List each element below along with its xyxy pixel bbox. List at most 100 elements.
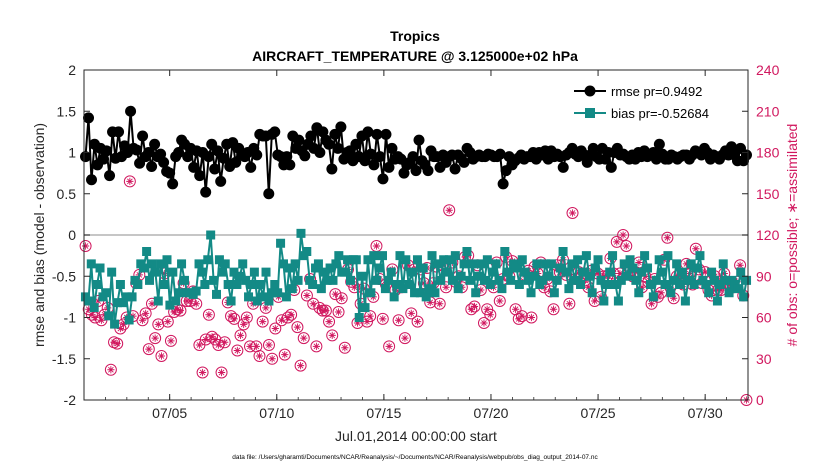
bias-point	[255, 280, 265, 289]
bias-point	[488, 267, 498, 277]
bias-point	[497, 284, 507, 294]
rmse-point	[98, 153, 110, 165]
obs-marker	[136, 314, 149, 327]
bias-point	[386, 267, 396, 277]
obs-assimilated-star	[230, 315, 238, 323]
bias-point	[503, 267, 513, 277]
rmse-point	[269, 126, 281, 138]
obs-marker	[202, 308, 215, 321]
obs-assimilated-star	[217, 368, 226, 377]
bias-point	[366, 288, 376, 298]
bias-point	[424, 284, 434, 294]
obs-marker	[149, 332, 162, 345]
obs-marker	[433, 297, 446, 310]
y-right-tick-label: 180	[756, 145, 780, 161]
bias-point	[587, 288, 597, 298]
obs-marker	[392, 314, 405, 327]
bias-point	[212, 289, 222, 299]
bias-point	[570, 275, 580, 285]
obs-assimilated-star	[211, 335, 219, 344]
bias-point	[153, 296, 163, 306]
rmse-point	[83, 112, 95, 124]
rmse-point	[740, 149, 752, 161]
obs-marker	[199, 333, 212, 346]
legend: rmse pr=0.9492 bias pr=-0.52684	[568, 80, 740, 126]
obs-marker	[364, 310, 377, 323]
obs-assimilated-star	[192, 300, 200, 308]
rmse-point	[173, 147, 185, 158]
obs-possible-circle	[512, 312, 525, 325]
rmse-point	[422, 165, 434, 177]
obs-assimilated-star	[284, 313, 292, 322]
rmse-point	[167, 178, 179, 190]
obs-possible-circle	[225, 310, 238, 323]
obs-assimilated-star	[322, 307, 330, 315]
bias-point	[500, 247, 510, 256]
bias-point	[383, 275, 393, 285]
bias-point	[235, 271, 245, 281]
obs-marker	[234, 329, 247, 342]
obs-assimilated-star	[240, 320, 248, 328]
obs-assimilated-star	[413, 318, 422, 326]
bias-point	[704, 288, 714, 298]
obs-assimilated-star	[338, 294, 346, 302]
obs-marker	[174, 304, 187, 317]
rmse-point	[365, 148, 377, 160]
obs-possible-circle	[313, 301, 326, 314]
obs-possible-circle	[465, 303, 478, 316]
rmse-point	[329, 128, 341, 140]
bias-point	[564, 284, 574, 294]
obs-marker	[493, 295, 506, 307]
obs-possible-circle	[294, 359, 307, 372]
obs-marker	[123, 175, 136, 188]
bias-point	[101, 288, 111, 298]
bias-point	[217, 267, 227, 277]
obs-marker	[104, 363, 117, 376]
obs-assimilated-star	[265, 341, 273, 349]
obs-marker	[256, 315, 269, 328]
legend-rmse-label: rmse pr=0.9492	[611, 84, 702, 99]
bias-point	[410, 288, 420, 298]
rmse-point	[146, 161, 158, 173]
bias-point	[273, 288, 283, 298]
bias-point	[241, 275, 251, 285]
bias-point	[133, 280, 143, 289]
obs-possible-circle	[285, 308, 298, 321]
bias-point	[657, 267, 667, 277]
bias-point	[340, 267, 350, 277]
y-left-tick-label: -2	[64, 392, 77, 408]
bias-point	[444, 255, 454, 265]
obs-possible-circle	[329, 288, 342, 301]
obs-assimilated-star	[259, 318, 267, 326]
bias-point	[357, 271, 367, 281]
bias-point	[214, 255, 224, 265]
bias-point	[267, 288, 277, 298]
bias-point	[89, 303, 99, 313]
obs-possible-circle	[398, 332, 411, 345]
obs-marker	[477, 317, 490, 329]
rmse-point	[215, 175, 227, 187]
obs-marker	[383, 340, 396, 353]
obs-assimilated-star	[148, 300, 156, 308]
bias-point	[520, 267, 530, 277]
bias-point	[544, 271, 554, 281]
y-right-tick-label: 0	[756, 392, 764, 408]
obs-assimilated-star	[366, 312, 374, 320]
obs-marker	[440, 281, 453, 294]
bias-point	[491, 259, 501, 269]
rmse-point	[725, 141, 737, 153]
obs-assimilated-star	[350, 283, 358, 291]
obs-possible-circle	[142, 343, 155, 356]
obs-assimilated-star	[341, 344, 349, 352]
obs-possible-circle	[237, 318, 250, 331]
obs-possible-circle	[566, 207, 579, 219]
bias-point	[290, 259, 300, 269]
obs-possible-circle	[291, 321, 304, 334]
bias-point	[651, 275, 661, 285]
obs-assimilated-star	[81, 242, 90, 250]
obs-marker	[566, 207, 579, 219]
bias-point	[546, 259, 556, 269]
obs-marker	[326, 329, 339, 342]
obs-possible-circle	[278, 348, 291, 361]
